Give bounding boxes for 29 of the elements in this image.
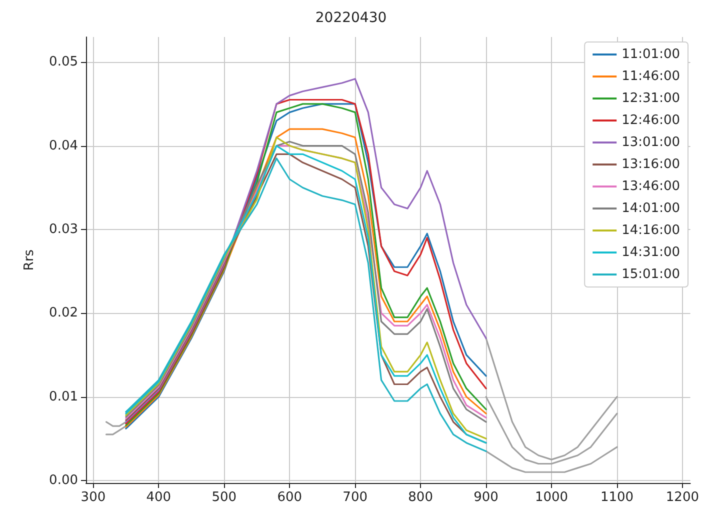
legend-label: 15:01:00	[622, 267, 680, 282]
y-tick-label: 0.05	[49, 54, 78, 70]
legend-label: 12:31:00	[622, 91, 680, 106]
legend-label: 11:01:00	[622, 47, 680, 62]
x-tick-label: 600	[277, 490, 302, 505]
legend-label: 14:01:00	[622, 201, 680, 216]
x-tick-label: 300	[80, 490, 106, 505]
y-tick-label: 0.04	[49, 138, 78, 154]
legend-label: 13:01:00	[622, 135, 680, 150]
x-tick-label: 400	[146, 490, 172, 505]
legend-label: 13:16:00	[622, 157, 680, 172]
y-axis-title: Rrs	[22, 249, 37, 271]
x-tick-label: 1100	[600, 490, 634, 505]
x-tick-label: 500	[212, 490, 237, 505]
y-tick-label: 0.03	[49, 222, 78, 237]
x-tick-label: 900	[474, 490, 498, 505]
legend-label: 11:46:00	[622, 69, 680, 84]
x-tick-label: 1000	[534, 490, 568, 505]
x-tick-label: 700	[342, 490, 368, 505]
chart-title: 20220430	[315, 10, 387, 26]
x-tick-label: 800	[408, 490, 433, 505]
legend-label: 13:46:00	[622, 179, 680, 194]
y-tick-label: 0.02	[49, 306, 78, 321]
x-tick-label: 1200	[666, 490, 700, 505]
y-tick-label: 0.00	[49, 472, 78, 488]
legend-label: 14:16:00	[622, 223, 680, 238]
legend-label: 14:31:00	[622, 245, 680, 260]
legend-label: 12:46:00	[622, 113, 680, 128]
y-tick-label: 0.01	[49, 389, 78, 404]
